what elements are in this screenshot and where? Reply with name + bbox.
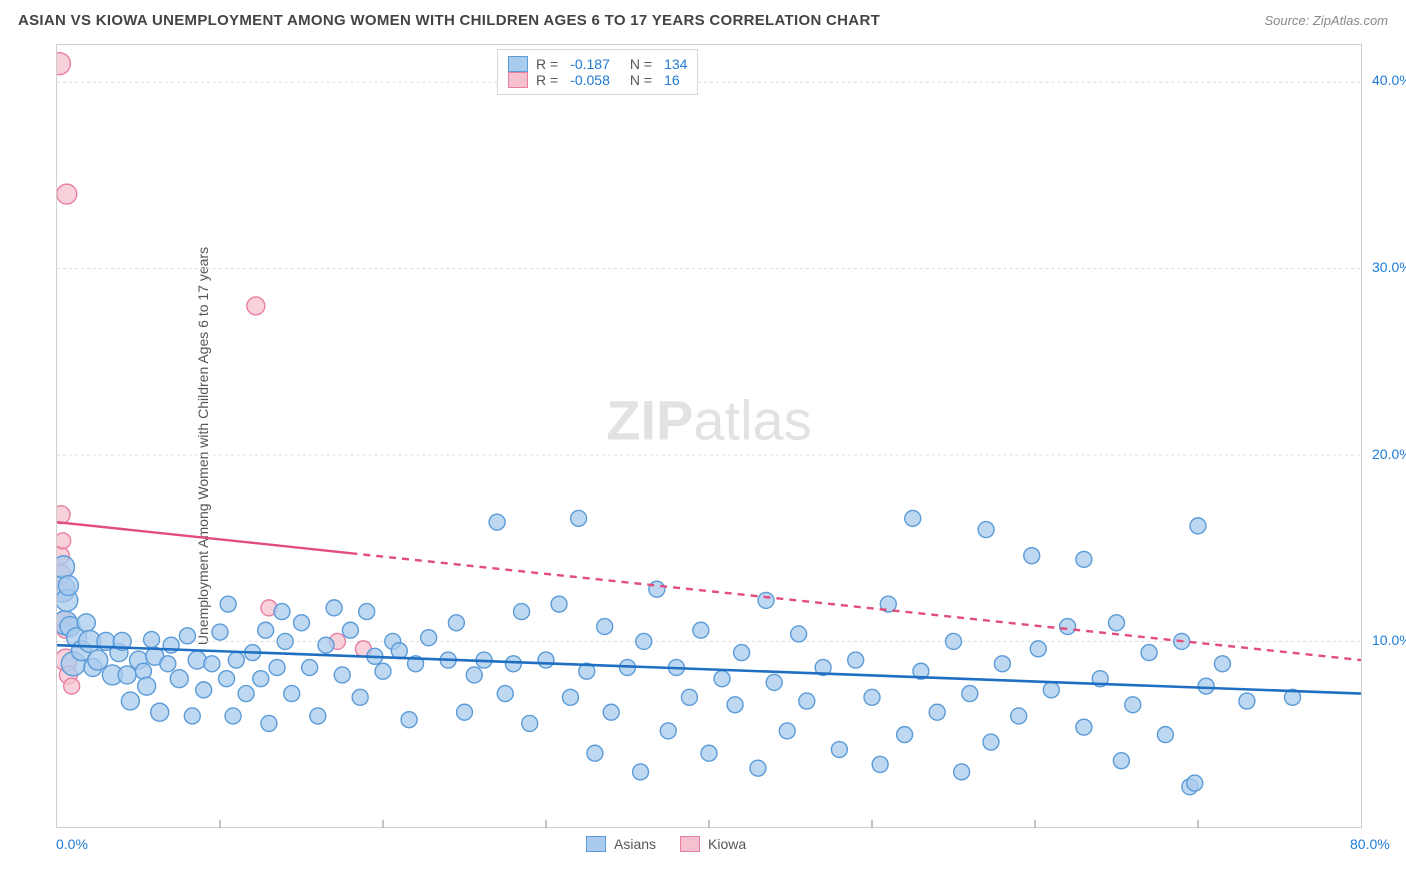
legend-item-asians: Asians: [586, 836, 656, 852]
correlation-legend: R = -0.187 N = 134 R = -0.058 N = 16: [497, 49, 698, 95]
swatch-asians: [508, 56, 528, 72]
y-tick-label: 20.0%: [1372, 446, 1406, 462]
asians-n-value: 134: [664, 56, 687, 72]
kiowa-r-value: -0.058: [570, 72, 610, 88]
legend-row-kiowa: R = -0.058 N = 16: [508, 72, 687, 88]
legend-row-asians: R = -0.187 N = 134: [508, 56, 687, 72]
kiowa-label: Kiowa: [708, 836, 746, 852]
plot-area: ZIPatlas R = -0.187 N = 134 R = -0.058 N…: [56, 44, 1362, 828]
x-tick-label: 0.0%: [56, 836, 88, 852]
r-label: R =: [536, 72, 558, 88]
n-label: N =: [630, 56, 652, 72]
legend-item-kiowa: Kiowa: [680, 836, 746, 852]
asians-r-value: -0.187: [570, 56, 610, 72]
y-tick-label: 10.0%: [1372, 632, 1406, 648]
n-label: N =: [630, 72, 652, 88]
swatch-asians: [586, 836, 606, 852]
plot-svg: [57, 45, 1361, 828]
r-label: R =: [536, 56, 558, 72]
swatch-kiowa: [680, 836, 700, 852]
kiowa-n-value: 16: [664, 72, 680, 88]
asians-label: Asians: [614, 836, 656, 852]
source-label: Source: ZipAtlas.com: [1264, 13, 1388, 28]
chart-title: ASIAN VS KIOWA UNEMPLOYMENT AMONG WOMEN …: [18, 12, 880, 29]
series-legend: Asians Kiowa: [586, 836, 746, 852]
chart-container: { "title": "ASIAN VS KIOWA UNEMPLOYMENT …: [0, 0, 1406, 892]
y-tick-label: 40.0%: [1372, 72, 1406, 88]
y-tick-label: 30.0%: [1372, 259, 1406, 275]
x-tick-label: 80.0%: [1350, 836, 1390, 852]
swatch-kiowa: [508, 72, 528, 88]
